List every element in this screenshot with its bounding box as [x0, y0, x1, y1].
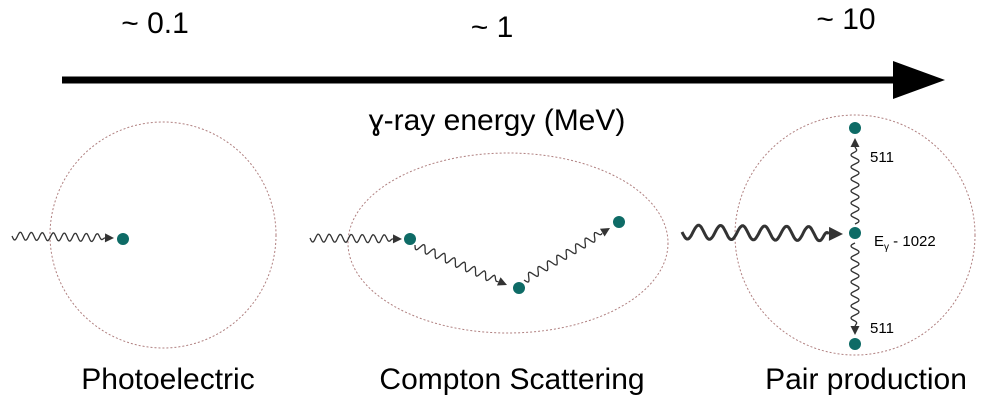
particle: [849, 122, 861, 134]
wave-arrowhead: [104, 233, 114, 243]
particle: [613, 216, 625, 228]
energy-mid: ~ 1: [471, 11, 514, 44]
wave-arrowhead: [828, 226, 843, 241]
photon-wave: [523, 231, 603, 283]
wave-arrowhead: [850, 138, 860, 147]
photon-wave: [309, 233, 394, 244]
energy-low: ~ 0.1: [121, 7, 189, 40]
energy-subscript: γ: [884, 242, 889, 253]
photon-wave: [850, 242, 860, 327]
lower-energy: 511: [870, 320, 894, 337]
particle: [513, 282, 525, 294]
energy-symbol: E: [874, 233, 884, 250]
photoelectric-region: [49, 121, 277, 349]
photon-wave: [850, 146, 860, 225]
compton-region: [347, 152, 669, 334]
wave-arrowhead: [496, 277, 507, 286]
axis-arrowhead: [893, 61, 945, 99]
wave-arrowhead: [850, 326, 860, 335]
energy-high: ~ 10: [816, 3, 875, 36]
pair-energy: Eγ - 1022: [874, 233, 936, 253]
photon-wave: [414, 243, 499, 283]
particle: [849, 227, 861, 239]
energy-rest: - 1022: [889, 233, 936, 250]
wave-arrowhead: [599, 228, 610, 237]
process-label: Photoelectric: [81, 363, 254, 396]
photon-wave: [680, 223, 831, 243]
particle: [117, 233, 129, 245]
photon-wave: [11, 231, 106, 243]
particle: [849, 338, 861, 350]
process-label: Compton Scattering: [379, 363, 644, 396]
process-label: Pair production: [765, 363, 967, 396]
upper-energy: 511: [870, 149, 894, 166]
wave-arrowhead: [392, 234, 402, 244]
particle: [404, 233, 416, 245]
axis-label: ɣ-ray energy (MeV): [369, 104, 626, 137]
